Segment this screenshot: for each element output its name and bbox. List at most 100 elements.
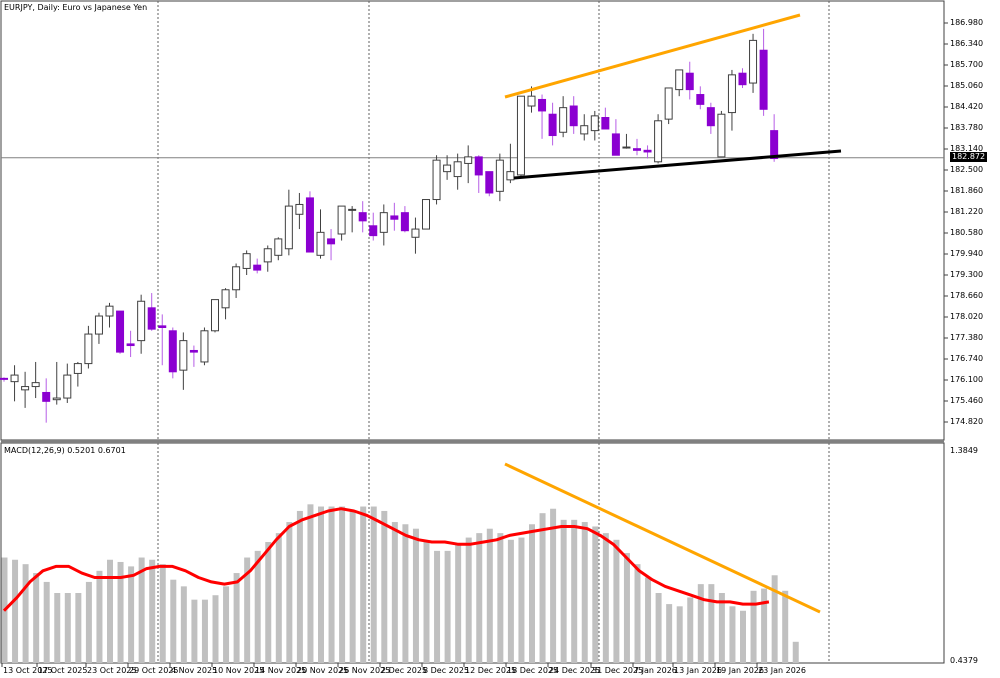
candle-body <box>400 212 409 232</box>
macd-histogram-bar <box>613 539 620 663</box>
candle-body <box>633 148 641 151</box>
candle-body <box>580 125 589 135</box>
macd-histogram-bar <box>529 524 535 663</box>
candle-body <box>464 156 473 164</box>
macd-histogram-bar <box>623 553 630 663</box>
candle-body <box>137 300 146 342</box>
macd-histogram-bar <box>507 539 514 663</box>
macd-histogram-bar <box>43 581 50 663</box>
candle-body <box>348 208 357 211</box>
price-axis-label: 174.820 <box>950 417 984 426</box>
time-axis-label: 23 Oct 2025 <box>87 666 137 675</box>
price-axis-label: 175.460 <box>950 396 984 405</box>
candle-body <box>685 72 694 91</box>
candle-body <box>105 305 114 317</box>
candle-body <box>327 238 336 245</box>
macd-histogram-bar <box>676 606 683 663</box>
macd-histogram-bar <box>708 584 715 663</box>
price-axis-label: 184.420 <box>950 102 984 111</box>
candle-body <box>337 205 346 235</box>
candle-body <box>84 333 93 365</box>
candle-body <box>31 382 40 388</box>
candle-body <box>179 340 188 371</box>
candle-body <box>548 113 557 137</box>
candle-body <box>316 231 325 256</box>
macd-histogram-bar <box>170 579 177 663</box>
candle-body <box>601 117 610 130</box>
candle-body <box>538 98 547 112</box>
candle-body <box>358 212 367 222</box>
candle-body <box>295 203 304 215</box>
macd-histogram-bar <box>771 575 778 663</box>
candle-body <box>263 248 272 263</box>
macd-histogram-bar <box>412 528 419 663</box>
candle-body <box>696 94 705 105</box>
macd-histogram-bar <box>666 604 673 663</box>
price-axis-label: 181.860 <box>950 186 984 195</box>
candle-body <box>0 377 8 380</box>
price-axis-label: 179.940 <box>950 249 984 258</box>
time-axis-label: 4 Nov 2025 <box>171 666 218 675</box>
resistance-trendline <box>504 13 801 99</box>
macd-axis-label: 1.3849 <box>950 446 978 455</box>
macd-histogram-bar <box>180 586 187 663</box>
time-axis-label: 20 Nov 2025 <box>297 666 349 675</box>
candle-body <box>147 307 156 330</box>
time-axis-label: 13 Oct 2025 <box>3 666 53 675</box>
macd-histogram-bar <box>128 566 135 663</box>
macd-histogram-bar <box>265 542 272 663</box>
candle-body <box>432 159 441 201</box>
macd-histogram-bar <box>64 593 71 663</box>
price-axis-label: 181.220 <box>950 207 984 216</box>
time-axis-label: 2 Dec 2025 <box>381 666 428 675</box>
macd-histogram-bar <box>349 510 356 663</box>
candle-body <box>369 225 378 237</box>
macd-axis-label: 0.4379 <box>950 656 978 665</box>
macd-histogram-bar <box>201 599 208 663</box>
time-axis-label: 24 Dec 2025 <box>549 666 601 675</box>
macd-histogram-bar <box>465 537 472 663</box>
macd-histogram-bar <box>33 573 40 663</box>
candle-body <box>158 325 167 328</box>
panel-splitter <box>1 440 944 443</box>
macd-histogram-bar <box>750 590 757 663</box>
candle-body <box>749 39 758 84</box>
macd-histogram-bar <box>391 522 398 663</box>
macd-histogram-bar <box>718 593 725 663</box>
macd-histogram-bar <box>254 550 261 663</box>
macd-histogram-bar <box>560 519 567 663</box>
price-axis-label: 178.660 <box>950 291 984 300</box>
macd-histogram-bar <box>592 526 599 663</box>
candle-body <box>10 374 19 383</box>
time-axis-label: 17 Oct 2025 <box>38 666 88 675</box>
candle-body <box>527 95 536 107</box>
candle-body <box>221 289 230 309</box>
price-axis-label: 176.740 <box>950 354 984 363</box>
macd-histogram-bar <box>444 550 451 663</box>
candle-body <box>611 133 620 156</box>
macd-histogram-bar <box>486 528 493 663</box>
time-axis-label: 29 Oct 2025 <box>129 666 179 675</box>
macd-histogram-bar <box>645 577 652 663</box>
macd-histogram-bar <box>85 581 92 663</box>
macd-histogram-bar <box>539 513 546 663</box>
candle-body <box>73 363 82 374</box>
candle-body <box>559 107 568 133</box>
candle-body <box>94 315 103 335</box>
macd-histogram-bar <box>655 593 662 663</box>
price-axis-label: 186.340 <box>950 39 984 48</box>
price-axis-label: 180.580 <box>950 228 984 237</box>
candle-body <box>305 197 314 253</box>
macd-divergence-trendline <box>504 462 821 614</box>
time-axis-label: 10 Nov 2025 <box>213 666 265 675</box>
candle-body <box>485 171 494 194</box>
candle-body <box>495 159 504 192</box>
price-axis-label: 185.060 <box>950 81 984 90</box>
candle-body <box>253 264 262 271</box>
price-axis-label: 183.140 <box>950 144 984 153</box>
macd-histogram-bar <box>370 506 377 663</box>
candle-body <box>242 253 251 269</box>
macd-histogram-bar <box>687 597 694 663</box>
price-axis-label: 177.380 <box>950 333 984 342</box>
